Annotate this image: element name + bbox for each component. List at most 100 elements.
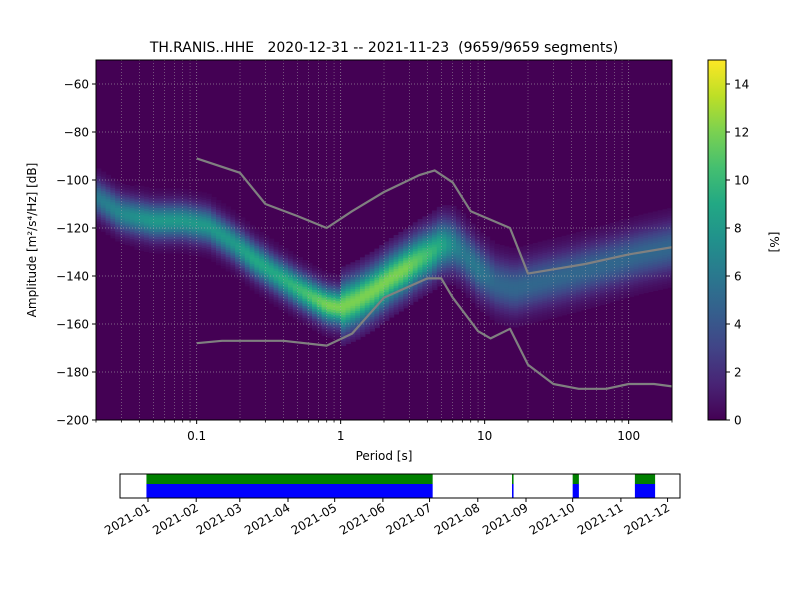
- density-cell: [134, 196, 140, 200]
- density-cell: [537, 260, 543, 264]
- density-cell: [240, 243, 246, 247]
- density-cell: [187, 228, 193, 231]
- density-cell: [547, 299, 553, 303]
- density-cell: [451, 217, 457, 221]
- density-cell: [484, 296, 491, 300]
- density-cell: [220, 236, 227, 240]
- density-cell: [436, 259, 443, 263]
- density-cell: [384, 291, 390, 295]
- density-cell: [532, 295, 539, 299]
- density-cell: [638, 269, 644, 273]
- density-cell: [249, 237, 255, 240]
- density-cell: [268, 243, 275, 247]
- density-cell: [499, 305, 505, 308]
- density-cell: [216, 216, 222, 220]
- density-cell: [604, 300, 611, 304]
- density-cell: [235, 230, 241, 234]
- density-cell: [504, 260, 510, 264]
- density-cell: [139, 240, 145, 244]
- density-cell: [628, 234, 635, 237]
- density-cell: [412, 263, 419, 266]
- density-cell: [408, 237, 414, 241]
- density-cell: [211, 247, 217, 251]
- density-cell: [494, 265, 500, 269]
- density-cell: [480, 259, 486, 262]
- density-cell: [216, 224, 222, 227]
- density-cell: [201, 209, 207, 213]
- density-cell: [489, 266, 495, 270]
- density-cell: [379, 293, 385, 296]
- density-cell: [537, 301, 543, 305]
- density-cell: [643, 239, 649, 243]
- density-cell: [369, 321, 375, 325]
- density-cell: [652, 228, 659, 231]
- density-cell: [470, 264, 476, 268]
- density-cell: [206, 220, 212, 223]
- density-cell: [576, 268, 582, 271]
- density-cell: [196, 237, 203, 240]
- density-cell: [427, 280, 433, 284]
- density-cell: [465, 254, 471, 258]
- density-cell: [254, 262, 260, 266]
- density-cell: [105, 225, 111, 228]
- density-cell: [451, 253, 457, 257]
- density-cell: [662, 286, 668, 289]
- density-cell: [604, 238, 611, 242]
- density-cell: [302, 300, 308, 304]
- density-cell: [297, 288, 303, 292]
- density-cell: [120, 210, 126, 214]
- density-cell: [638, 214, 644, 218]
- density-cell: [336, 315, 342, 319]
- density-cell: [273, 265, 279, 269]
- density-cell: [216, 257, 222, 261]
- density-cell: [556, 294, 563, 298]
- density-cell: [374, 301, 380, 305]
- density-cell: [278, 285, 284, 289]
- density-cell: [508, 254, 515, 258]
- density-cell: [153, 202, 159, 206]
- density-cell: [388, 247, 395, 251]
- density-cell: [638, 286, 644, 290]
- density-cell: [230, 233, 236, 237]
- density-cell: [105, 191, 111, 195]
- density-cell: [244, 278, 251, 282]
- density-cell: [427, 261, 433, 265]
- density-cell: [278, 261, 284, 265]
- density-cell: [100, 181, 107, 184]
- density-cell: [168, 212, 174, 216]
- density-cell: [504, 251, 510, 254]
- density-cell: [211, 240, 217, 243]
- density-cell: [480, 287, 486, 291]
- density-cell: [220, 253, 227, 257]
- density-cell: [432, 260, 438, 264]
- density-cell: [230, 214, 236, 218]
- density-cell: [643, 273, 649, 277]
- density-cell: [628, 258, 635, 261]
- density-cell: [182, 246, 188, 250]
- density-cell: [360, 276, 366, 280]
- density-cell: [312, 279, 318, 283]
- density-cell: [508, 293, 515, 297]
- density-cell: [220, 256, 227, 259]
- density-cell: [657, 253, 663, 257]
- density-cell: [614, 293, 620, 297]
- density-cell: [379, 295, 385, 299]
- density-cell: [609, 285, 615, 288]
- density-cell: [518, 265, 524, 269]
- density-cell: [590, 304, 596, 308]
- density-cell: [628, 248, 635, 252]
- density-cell: [460, 246, 467, 250]
- density-cell: [331, 287, 337, 291]
- density-cell: [427, 232, 433, 236]
- density-cell: [230, 231, 236, 234]
- density-cell: [96, 182, 102, 186]
- density-cell: [422, 269, 428, 272]
- density-cell: [326, 272, 332, 276]
- density-cell: [206, 236, 212, 240]
- density-cell: [504, 272, 510, 276]
- density-cell: [326, 301, 332, 305]
- density-cell: [235, 254, 241, 258]
- density-cell: [436, 223, 443, 227]
- density-cell: [244, 259, 251, 263]
- density-cell: [576, 275, 582, 279]
